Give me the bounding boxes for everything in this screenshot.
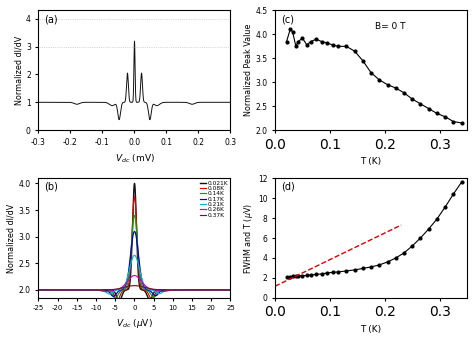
0.21K — [107, 292, 112, 296]
0.14K — [228, 288, 233, 292]
0.17K — [109, 294, 115, 298]
0.021K — [109, 288, 115, 292]
0.26K — [103, 290, 109, 294]
Text: B= 0 T: B= 0 T — [375, 23, 405, 31]
0.14K — [57, 288, 63, 292]
0.17K — [224, 288, 230, 292]
Y-axis label: Normalized dI/dV: Normalized dI/dV — [14, 36, 23, 105]
0.21K — [203, 288, 209, 292]
0.37K — [224, 288, 230, 292]
Y-axis label: Normalized Peak Value: Normalized Peak Value — [244, 24, 253, 117]
0.14K — [69, 288, 74, 292]
0.17K — [36, 288, 41, 292]
X-axis label: T (K): T (K) — [361, 325, 382, 334]
0.21K — [69, 288, 74, 292]
Text: (d): (d) — [281, 182, 294, 192]
0.37K — [109, 287, 115, 292]
Text: (b): (b) — [44, 182, 58, 192]
Line: 0.08K: 0.08K — [38, 197, 230, 300]
0.14K — [203, 288, 209, 292]
0.021K — [228, 288, 233, 292]
0.14K — [36, 288, 41, 292]
0.26K — [132, 273, 137, 278]
Line: 0.21K: 0.21K — [38, 255, 230, 294]
0.08K — [57, 288, 63, 292]
0.37K — [132, 284, 137, 288]
0.37K — [118, 286, 123, 291]
Legend: 0.021K, 0.08K, 0.14K, 0.17K, 0.21K, 0.26K, 0.37K: 0.021K, 0.08K, 0.14K, 0.17K, 0.21K, 0.26… — [200, 180, 229, 219]
0.08K — [228, 288, 233, 292]
0.14K — [132, 213, 137, 218]
Text: (a): (a) — [44, 14, 58, 24]
0.08K — [203, 288, 209, 292]
0.21K — [228, 288, 233, 292]
0.14K — [118, 289, 123, 293]
0.021K — [116, 299, 122, 303]
0.08K — [36, 288, 41, 292]
0.37K — [69, 288, 74, 292]
0.14K — [109, 292, 115, 296]
0.26K — [69, 288, 74, 292]
Line: 0.021K: 0.021K — [38, 183, 230, 301]
0.021K — [57, 288, 63, 292]
0.021K — [118, 298, 123, 302]
0.08K — [224, 288, 230, 292]
X-axis label: $V_{dc}$ ($\mu$V): $V_{dc}$ ($\mu$V) — [116, 317, 153, 330]
0.17K — [203, 288, 209, 292]
0.26K — [36, 288, 41, 292]
0.021K — [69, 288, 74, 292]
0.26K — [118, 286, 123, 290]
0.21K — [224, 288, 230, 292]
0.17K — [69, 288, 74, 292]
X-axis label: T (K): T (K) — [361, 157, 382, 166]
0.08K — [69, 288, 74, 292]
0.08K — [118, 293, 123, 297]
0.14K — [224, 288, 230, 292]
Text: (c): (c) — [281, 14, 294, 24]
0.17K — [132, 229, 137, 233]
0.17K — [118, 288, 123, 292]
Y-axis label: FWHM and T ($\mu$V): FWHM and T ($\mu$V) — [242, 203, 255, 273]
Line: 0.14K: 0.14K — [38, 216, 230, 298]
0.021K — [36, 288, 41, 292]
X-axis label: $V_{dc}$ (mV): $V_{dc}$ (mV) — [115, 152, 155, 165]
0.17K — [110, 294, 116, 298]
0.26K — [109, 288, 115, 292]
0.26K — [228, 288, 233, 292]
Line: 0.37K: 0.37K — [38, 286, 230, 290]
0.021K — [132, 181, 137, 186]
0.37K — [203, 288, 209, 292]
0.17K — [57, 288, 63, 292]
0.17K — [228, 288, 233, 292]
0.37K — [228, 288, 233, 292]
0.21K — [36, 288, 41, 292]
0.021K — [203, 288, 209, 292]
Line: 0.17K: 0.17K — [38, 231, 230, 296]
Line: 0.26K: 0.26K — [38, 276, 230, 292]
0.14K — [112, 296, 118, 300]
0.26K — [203, 288, 209, 292]
0.26K — [57, 288, 63, 292]
0.08K — [132, 195, 137, 199]
0.021K — [224, 288, 230, 292]
0.21K — [109, 291, 115, 295]
0.37K — [36, 288, 41, 292]
0.21K — [118, 287, 123, 291]
0.37K — [57, 288, 63, 292]
0.21K — [132, 253, 137, 257]
0.08K — [109, 290, 115, 294]
0.37K — [97, 288, 102, 292]
0.08K — [114, 298, 120, 302]
0.26K — [224, 288, 230, 292]
0.21K — [57, 288, 63, 292]
Y-axis label: Normalized dI/dV: Normalized dI/dV — [7, 203, 16, 273]
